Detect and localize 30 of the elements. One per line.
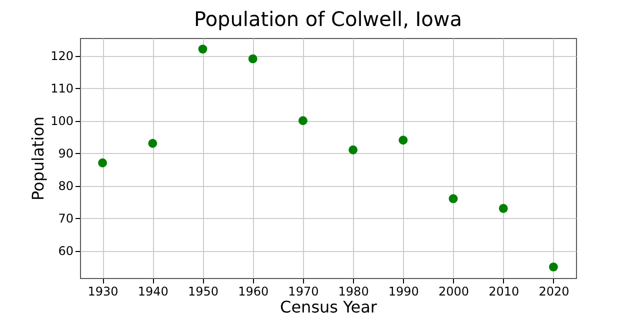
x-tick-label: 2020	[538, 284, 570, 298]
x-tick-label: 1970	[288, 284, 319, 298]
x-tick-label: 1930	[88, 284, 118, 298]
x-tick-label: 2010	[488, 284, 520, 298]
y-tick-label: 120	[50, 49, 74, 64]
y-tick-label: 100	[50, 114, 74, 128]
point	[448, 194, 458, 204]
x-tick-label: 1960	[238, 284, 269, 298]
y-tick-label: 90	[58, 146, 74, 161]
chart-title: Population of Colwell, Iowa	[194, 7, 462, 31]
point	[398, 136, 408, 145]
point	[298, 116, 308, 126]
x-axis-title: Census Year	[280, 298, 378, 316]
point	[248, 54, 258, 64]
point	[348, 145, 358, 154]
point	[548, 262, 558, 272]
y-tick-label: 80	[58, 179, 74, 194]
point	[98, 158, 108, 168]
y-tick-label: 70	[58, 212, 74, 226]
y-tick-label: 60	[58, 244, 74, 258]
y-tick-label: 110	[50, 82, 74, 96]
x-tick-label: 1950	[188, 284, 219, 298]
point	[198, 44, 208, 54]
y-axis-title: Population	[28, 116, 48, 201]
x-tick-label: 2000	[438, 284, 470, 298]
point	[148, 138, 158, 148]
x-tick-label: 1940	[138, 284, 168, 298]
x-tick-label: 1980	[338, 284, 369, 298]
x-tick-label: 1990	[388, 284, 419, 298]
point	[498, 204, 508, 213]
